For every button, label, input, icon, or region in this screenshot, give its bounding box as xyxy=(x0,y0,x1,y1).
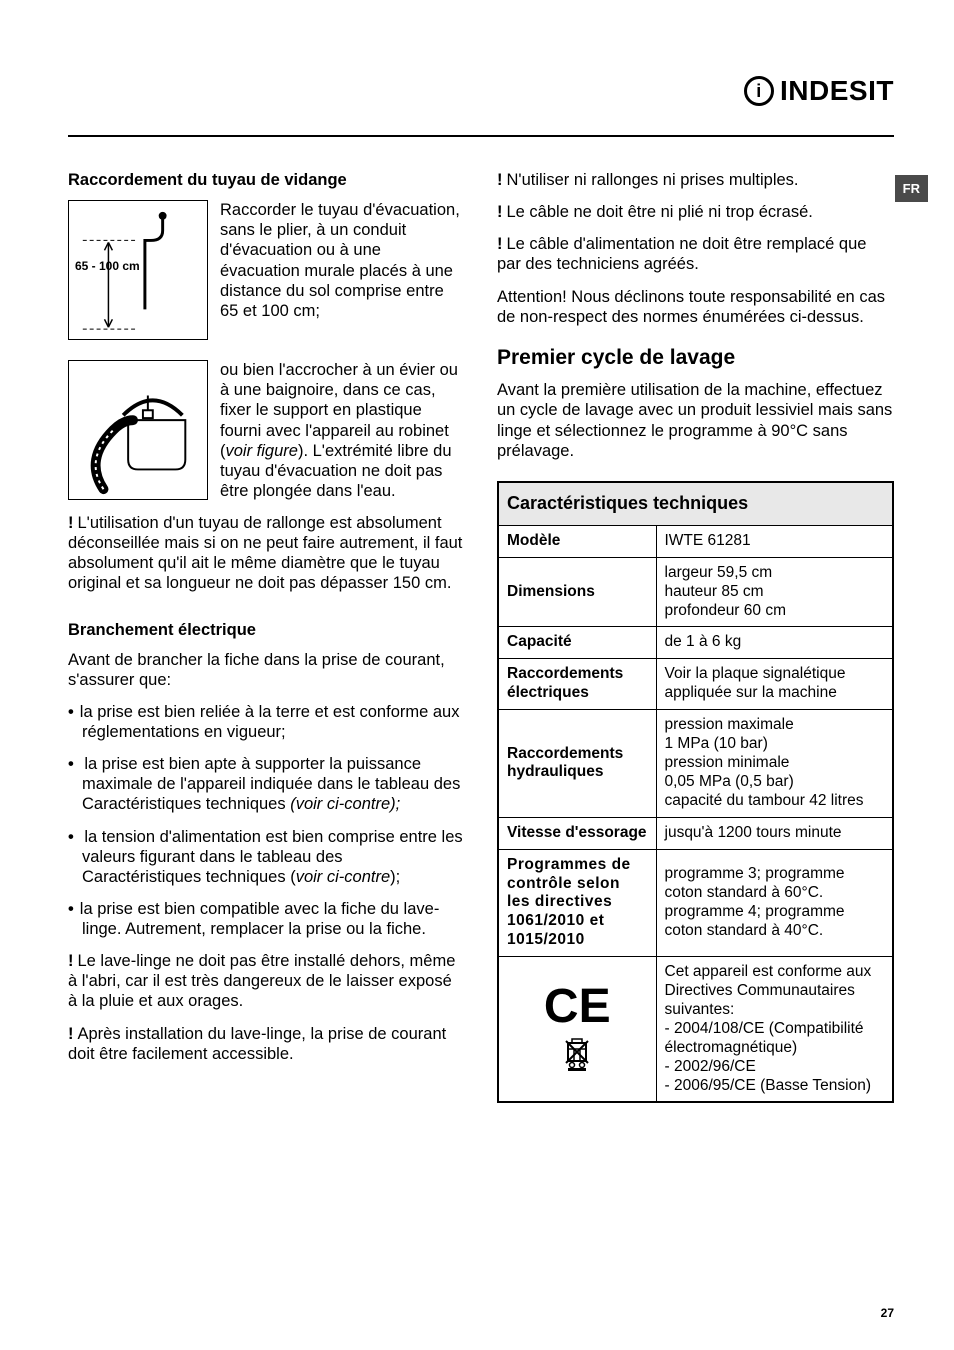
weee-icon xyxy=(507,1037,648,1075)
right-column: N'utiliser ni rallonges ni prises multip… xyxy=(497,170,894,1290)
page-number: 27 xyxy=(881,1306,894,1320)
table-row: Raccordements hydrauliques pression maxi… xyxy=(498,710,893,818)
top-rule xyxy=(68,135,894,137)
table-row: Raccordements électriques Voir la plaque… xyxy=(498,659,893,710)
drain-height-label: 65 - 100 cm xyxy=(75,259,140,274)
cable-replace-warning: Le câble d'alimentation ne doit être rem… xyxy=(497,234,894,274)
spec-label: Raccordements hydrauliques xyxy=(498,710,656,818)
elec-checklist: la prise est bien reliée à la terre et e… xyxy=(68,702,465,939)
spec-value: jusqu'à 1200 tours minute xyxy=(656,817,893,849)
content: Raccordement du tuyau de vidange 65 - 10… xyxy=(68,170,894,1290)
spec-label: Modèle xyxy=(498,525,656,557)
spec-value: programme 3; programme coton standard à … xyxy=(656,849,893,957)
tech-spec-table: Caractéristiques techniques Modèle IWTE … xyxy=(497,481,894,1104)
language-badge: FR xyxy=(895,175,928,202)
outdoor-warning: Le lave-linge ne doit pas être installé … xyxy=(68,951,465,1011)
ce-mark-cell: CE xyxy=(498,957,656,1103)
spec-value: de 1 à 6 kg xyxy=(656,627,893,659)
spec-label: Raccordements électriques xyxy=(498,659,656,710)
spec-label: Dimensions xyxy=(498,557,656,627)
brand-logo: i INDESIT xyxy=(744,75,894,107)
heading-electrical: Branchement électrique xyxy=(68,620,465,640)
drain-height-figure: 65 - 100 cm xyxy=(68,200,208,340)
spec-value: Voir la plaque signalétique appliquée su… xyxy=(656,659,893,710)
left-column: Raccordement du tuyau de vidange 65 - 10… xyxy=(68,170,465,1290)
brand-icon: i xyxy=(744,76,774,106)
spec-label: Vitesse d'essorage xyxy=(498,817,656,849)
socket-access-warning: Après installation du lave-linge, la pri… xyxy=(68,1024,465,1064)
table-title: Caractéristiques techniques xyxy=(498,482,893,525)
table-row: Dimensions largeur 59,5 cm hauteur 85 cm… xyxy=(498,557,893,627)
table-row: Modèle IWTE 61281 xyxy=(498,525,893,557)
list-item: la prise est bien compatible avec la fic… xyxy=(68,899,465,939)
list-item: la prise est bien reliée à la terre et e… xyxy=(68,702,465,742)
spec-value: IWTE 61281 xyxy=(656,525,893,557)
drain-warning: L'utilisation d'un tuyau de rallonge est… xyxy=(68,513,465,594)
table-row: CE Cet appareil est conforme a xyxy=(498,957,893,1103)
sink-hook-figure xyxy=(68,360,208,500)
ce-mark-icon: CE xyxy=(507,983,648,1031)
table-row: Programmes de contrôle selon les directi… xyxy=(498,849,893,957)
list-item: la prise est bien apte à supporter la pu… xyxy=(68,754,465,814)
elec-intro: Avant de brancher la fiche dans la prise… xyxy=(68,650,465,690)
spec-value: largeur 59,5 cm hauteur 85 cm profondeur… xyxy=(656,557,893,627)
table-row: Vitesse d'essorage jusqu'à 1200 tours mi… xyxy=(498,817,893,849)
cable-bend-warning: Le câble ne doit être ni plié ni trop éc… xyxy=(497,202,894,222)
spec-label: Programmes de contrôle selon les directi… xyxy=(498,849,656,957)
first-wash-text: Avant la première utilisation de la mach… xyxy=(497,380,894,461)
attention-text: Attention! Nous déclinons toute responsa… xyxy=(497,287,894,327)
extension-warning: N'utiliser ni rallonges ni prises multip… xyxy=(497,170,894,190)
heading-drain: Raccordement du tuyau de vidange xyxy=(68,170,465,190)
heading-first-wash: Premier cycle de lavage xyxy=(497,345,894,371)
table-row: Capacité de 1 à 6 kg xyxy=(498,627,893,659)
brand-text: INDESIT xyxy=(780,75,894,107)
spec-label: Capacité xyxy=(498,627,656,659)
list-item: la tension d'alimentation est bien compr… xyxy=(68,827,465,887)
spec-value: Cet appareil est conforme aux Directives… xyxy=(656,957,893,1103)
spec-value: pression maximale 1 MPa (10 bar) pressio… xyxy=(656,710,893,818)
